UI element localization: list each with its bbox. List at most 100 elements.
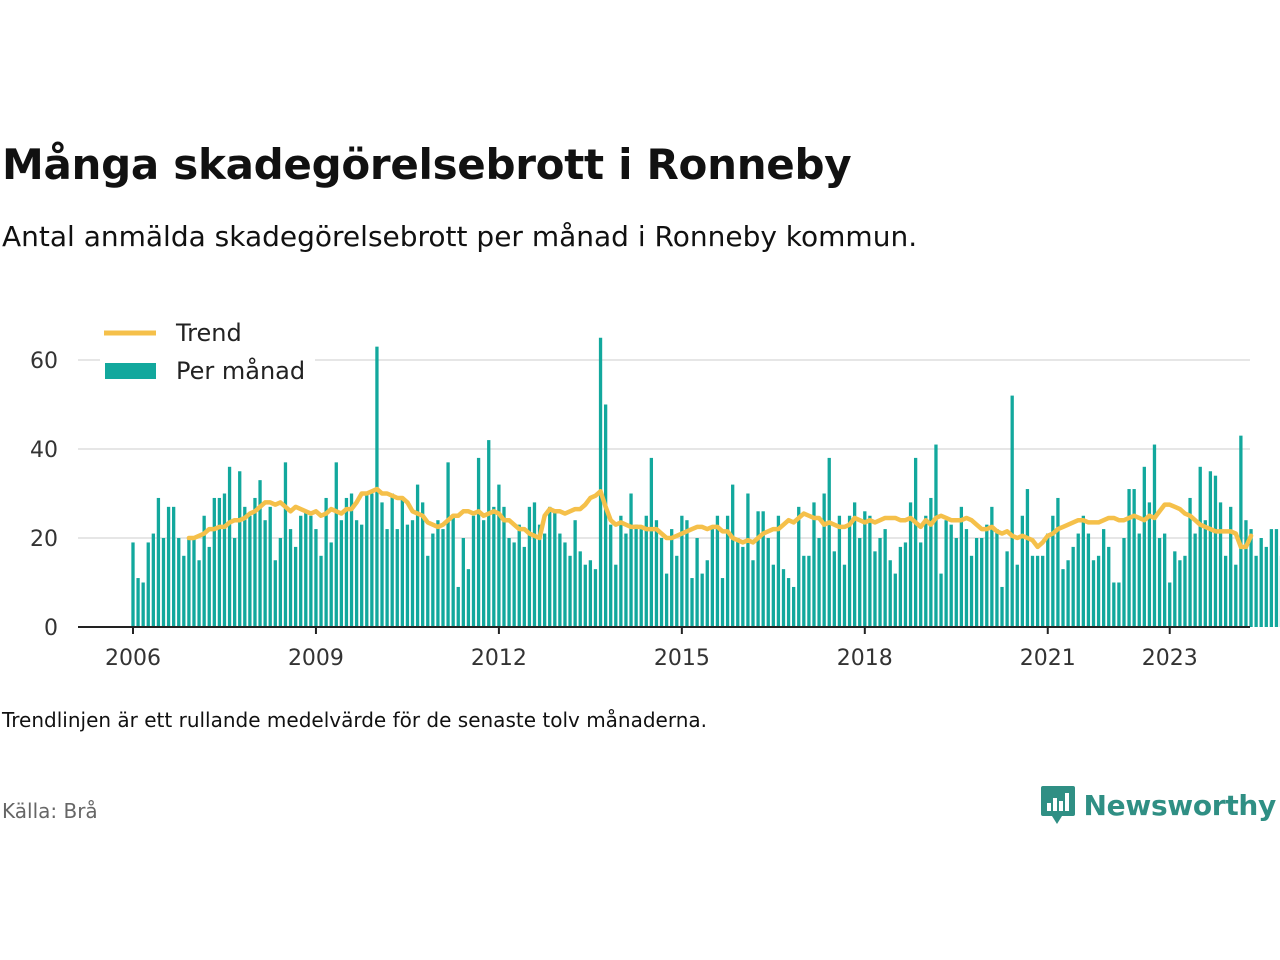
x-tick-label-2006: 2006 — [105, 646, 161, 671]
bar — [619, 515, 623, 627]
chart: 2006 2009 2012 2015 2018 2021 2023 0 20 40 60 Tre… — [30, 312, 1280, 671]
bar — [603, 404, 608, 627]
bar — [1035, 555, 1040, 627]
bar — [771, 564, 775, 627]
bar — [166, 506, 171, 627]
bar — [903, 542, 908, 627]
bar — [807, 555, 811, 627]
bar — [1056, 497, 1060, 627]
bar — [1229, 506, 1233, 627]
bar — [558, 533, 562, 627]
y-axis-ticks: 0 20 40 60 — [30, 349, 58, 641]
bar — [161, 538, 166, 627]
x-tick-label-2009: 2009 — [288, 646, 344, 671]
legend-label-trend: Trend — [175, 319, 242, 347]
bar — [695, 538, 699, 627]
bar — [497, 484, 501, 627]
trend-footnote: Trendlinjen är ett rullande medelvärde f… — [2, 708, 708, 732]
y-tick-label-0: 0 — [44, 616, 58, 641]
bar — [700, 573, 704, 627]
bar — [1183, 555, 1187, 627]
bar — [380, 502, 384, 627]
bar — [746, 493, 750, 627]
bar — [293, 546, 298, 627]
bar — [243, 506, 247, 627]
bar — [278, 538, 283, 627]
bar — [217, 497, 222, 627]
bar — [299, 515, 303, 627]
bar — [182, 555, 186, 627]
bar — [649, 457, 654, 627]
bar — [151, 533, 155, 627]
source-credit: Källa: Brå — [2, 799, 98, 823]
bar — [288, 529, 293, 627]
bar — [1203, 520, 1207, 627]
bar — [263, 520, 267, 627]
bar — [502, 506, 506, 627]
bar — [1015, 564, 1019, 627]
bar — [1112, 582, 1116, 627]
bar — [858, 538, 862, 627]
bar — [339, 520, 344, 627]
bar — [675, 555, 679, 627]
bar — [685, 520, 689, 627]
bar — [588, 560, 593, 627]
bar — [1239, 435, 1243, 627]
bar — [304, 511, 308, 627]
bar — [212, 497, 216, 627]
bar — [232, 538, 237, 627]
bar — [1269, 529, 1274, 627]
bar — [395, 529, 399, 627]
bar — [146, 542, 150, 627]
bar — [309, 515, 313, 627]
bar — [781, 569, 786, 627]
bar — [670, 529, 674, 627]
bar — [172, 506, 176, 627]
newsworthy-logo-icon — [1040, 786, 1075, 824]
bar — [690, 578, 694, 627]
x-tick-label-2021: 2021 — [1020, 646, 1076, 671]
bar — [421, 502, 425, 627]
bar — [888, 560, 892, 627]
bar — [1274, 529, 1279, 627]
bar — [878, 538, 882, 627]
bar — [761, 511, 765, 627]
bar — [1041, 555, 1045, 627]
newsworthy-brand[interactable]: Newsworthy — [1040, 784, 1276, 826]
bar — [1264, 546, 1268, 627]
bar — [207, 546, 211, 627]
bar — [487, 440, 491, 627]
x-tick-label-2018: 2018 — [837, 646, 893, 671]
bar — [1132, 489, 1136, 627]
bar — [990, 506, 994, 627]
bar — [842, 564, 847, 627]
bar — [827, 457, 831, 627]
bar — [390, 493, 394, 627]
bar — [227, 466, 232, 627]
y-tick-label-40: 40 — [30, 438, 58, 463]
bar — [1081, 515, 1085, 627]
bar — [1193, 533, 1197, 627]
bar — [1066, 560, 1070, 627]
bar — [639, 529, 643, 627]
bar — [614, 564, 618, 627]
bar — [822, 493, 826, 627]
bar — [736, 538, 740, 627]
bar — [197, 560, 201, 627]
bar — [426, 555, 430, 627]
bar — [1010, 395, 1014, 627]
bar — [563, 542, 567, 627]
bar — [1218, 502, 1223, 627]
bar — [1173, 551, 1177, 627]
bar — [1234, 564, 1238, 627]
bar — [964, 529, 969, 627]
bar — [974, 538, 979, 627]
bar — [273, 560, 277, 627]
bar — [1147, 502, 1152, 627]
x-axis-ticks: 2006 2009 2012 2015 2018 2021 2023 — [105, 627, 1198, 671]
bar — [405, 524, 410, 627]
bar — [334, 462, 338, 627]
bar — [898, 546, 903, 627]
bar — [446, 462, 450, 627]
bar — [1259, 538, 1263, 627]
